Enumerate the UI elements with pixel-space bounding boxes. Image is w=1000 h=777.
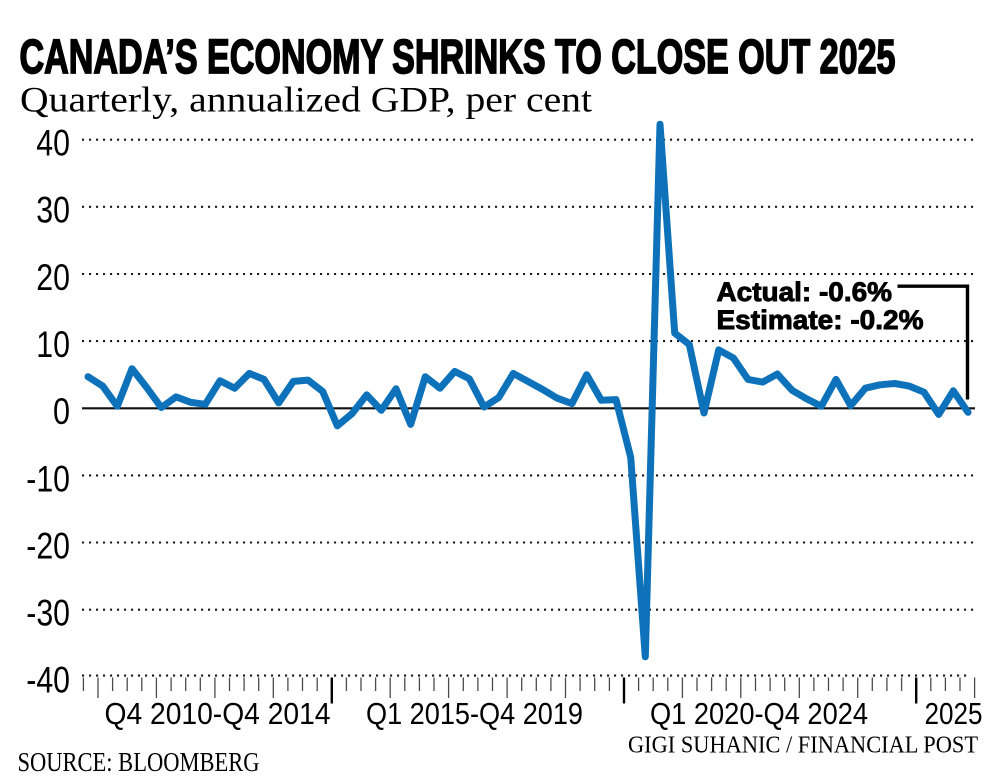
- svg-text:Q1 2020-Q4 2024: Q1 2020-Q4 2024: [650, 696, 868, 731]
- svg-text:0: 0: [53, 391, 70, 432]
- svg-text:CANADA’S ECONOMY SHRINKS TO CL: CANADA’S ECONOMY SHRINKS TO CLOSE OUT 20…: [20, 31, 896, 84]
- svg-text:Q1 2015-Q4 2019: Q1 2015-Q4 2019: [366, 696, 583, 731]
- svg-text:10: 10: [36, 324, 70, 365]
- svg-text:-30: -30: [26, 593, 70, 634]
- svg-text:-40: -40: [26, 659, 70, 700]
- svg-text:Estimate: -0.2%: Estimate: -0.2%: [717, 305, 924, 335]
- svg-text:GIGI SUHANIC / FINANCIAL POST: GIGI SUHANIC / FINANCIAL POST: [628, 732, 978, 759]
- svg-text:-20: -20: [26, 525, 70, 566]
- svg-text:20: 20: [36, 257, 70, 298]
- svg-text:-10: -10: [26, 458, 70, 499]
- svg-text:30: 30: [36, 190, 70, 231]
- svg-text:Q4 2010-Q4 2014: Q4 2010-Q4 2014: [105, 696, 331, 731]
- svg-text:SOURCE: BLOOMBERG: SOURCE: BLOOMBERG: [18, 747, 260, 777]
- svg-text:2025: 2025: [925, 696, 983, 731]
- svg-text:40: 40: [36, 123, 70, 164]
- svg-text:Quarterly, annualized GDP, per: Quarterly, annualized GDP, per cent: [20, 80, 592, 120]
- svg-text:Actual: -0.6%: Actual: -0.6%: [717, 277, 893, 307]
